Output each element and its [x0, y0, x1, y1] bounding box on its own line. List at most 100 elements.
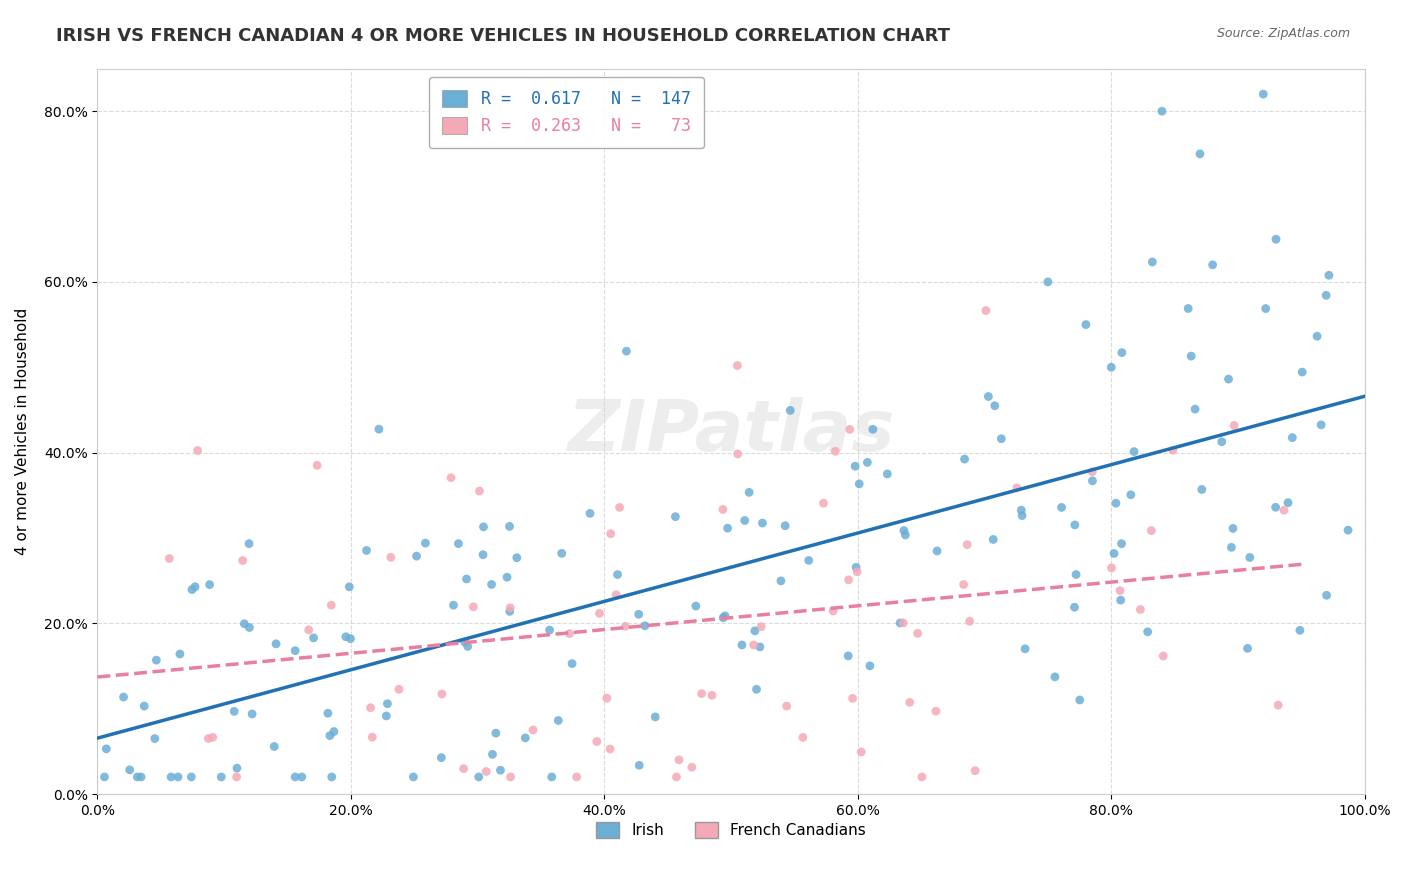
Point: [668, 753, 690, 767]
Point: [187, 443, 209, 458]
Point: [891, 615, 914, 630]
Point: [339, 632, 361, 646]
Point: [405, 549, 427, 563]
Point: [1150, 104, 1173, 119]
Point: [496, 570, 519, 584]
Point: [540, 770, 562, 784]
Point: [690, 687, 713, 701]
Point: [472, 520, 495, 534]
Point: [1317, 268, 1340, 283]
Point: [380, 550, 402, 565]
Point: [894, 528, 917, 542]
Point: [606, 567, 628, 582]
Point: [472, 548, 495, 562]
Point: [775, 699, 797, 714]
Point: [1136, 624, 1159, 639]
Point: [93, 770, 115, 784]
Point: [965, 764, 987, 778]
Point: [911, 770, 934, 784]
Point: [1220, 541, 1243, 555]
Point: [792, 731, 814, 745]
Point: [1211, 434, 1233, 449]
Point: [579, 507, 602, 521]
Point: [681, 760, 703, 774]
Point: [118, 763, 141, 777]
Point: [440, 471, 463, 485]
Point: [797, 553, 820, 567]
Point: [453, 635, 475, 649]
Point: [845, 560, 868, 574]
Point: [1102, 546, 1125, 560]
Point: [838, 573, 860, 587]
Point: [457, 640, 479, 654]
Point: [823, 604, 845, 618]
Point: [96, 742, 118, 756]
Point: [586, 734, 609, 748]
Point: [1152, 648, 1174, 663]
Point: [1105, 496, 1128, 510]
Point: [898, 695, 921, 709]
Point: [1337, 523, 1360, 537]
Point: [984, 399, 1007, 413]
Point: [1142, 255, 1164, 269]
Point: [468, 484, 491, 499]
Point: [335, 630, 357, 644]
Point: [1239, 550, 1261, 565]
Point: [1109, 593, 1132, 607]
Point: [169, 647, 191, 661]
Point: [599, 526, 621, 541]
Point: [481, 577, 503, 591]
Point: [284, 643, 307, 657]
Point: [430, 750, 453, 764]
Point: [1099, 360, 1122, 375]
Point: [727, 447, 749, 461]
Point: [1011, 508, 1033, 523]
Point: [565, 770, 588, 784]
Point: [226, 761, 249, 775]
Point: [377, 697, 399, 711]
Point: [127, 770, 149, 784]
Point: [1180, 349, 1202, 363]
Point: [634, 619, 657, 633]
Point: [298, 623, 321, 637]
Point: [1315, 588, 1337, 602]
Point: [1109, 583, 1132, 598]
Point: [859, 658, 882, 673]
Point: [1050, 500, 1073, 515]
Point: [1069, 693, 1091, 707]
Point: [725, 359, 748, 373]
Point: [1267, 698, 1289, 713]
Point: [489, 763, 512, 777]
Point: [981, 533, 1004, 547]
Point: [1254, 301, 1277, 316]
Point: [1111, 536, 1133, 550]
Point: [856, 455, 879, 469]
Point: [1315, 288, 1337, 302]
Point: [1063, 600, 1085, 615]
Point: [134, 699, 156, 714]
Point: [284, 770, 307, 784]
Point: [977, 390, 1000, 404]
Point: [1101, 561, 1123, 575]
Point: [232, 553, 254, 567]
Point: [990, 432, 1012, 446]
Y-axis label: 4 or more Vehicles in Household: 4 or more Vehicles in Household: [15, 308, 30, 555]
Point: [240, 706, 263, 721]
Point: [1191, 483, 1213, 497]
Point: [547, 714, 569, 728]
Point: [1005, 481, 1028, 495]
Point: [907, 626, 929, 640]
Point: [160, 770, 183, 784]
Point: [751, 516, 773, 530]
Point: [1264, 500, 1286, 515]
Point: [209, 770, 232, 784]
Point: [716, 521, 738, 535]
Point: [1306, 329, 1329, 343]
Text: Source: ZipAtlas.com: Source: ZipAtlas.com: [1216, 27, 1350, 40]
Point: [368, 422, 391, 436]
Point: [769, 574, 792, 588]
Point: [959, 615, 981, 629]
Point: [1111, 345, 1133, 359]
Point: [956, 538, 979, 552]
Point: [1161, 443, 1184, 458]
